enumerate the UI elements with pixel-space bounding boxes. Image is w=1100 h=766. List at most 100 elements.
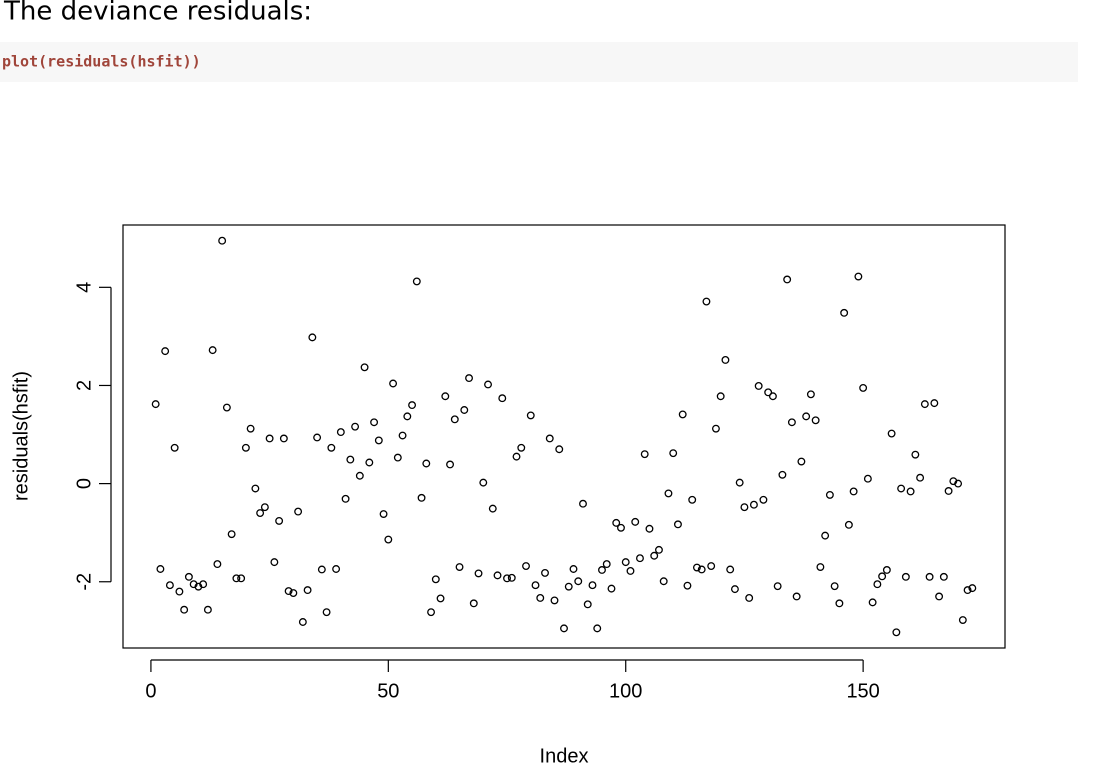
point	[844, 520, 853, 529]
y-tick-label: 0	[73, 478, 95, 489]
x-tick-label: 150	[846, 680, 879, 702]
point	[688, 495, 697, 504]
point	[640, 450, 649, 459]
point	[431, 575, 440, 584]
point	[507, 573, 516, 582]
point	[735, 478, 744, 487]
point	[275, 516, 284, 525]
point	[878, 572, 887, 581]
point	[930, 399, 939, 408]
point	[631, 517, 640, 526]
point	[579, 499, 587, 508]
point	[664, 489, 673, 498]
point	[488, 504, 497, 513]
point	[403, 412, 412, 421]
point	[711, 424, 720, 433]
point	[593, 624, 602, 633]
point	[768, 392, 777, 401]
point	[550, 596, 559, 605]
point	[716, 392, 725, 401]
point	[935, 592, 944, 601]
point	[199, 580, 208, 589]
point	[218, 236, 227, 245]
point	[598, 566, 606, 574]
point	[545, 434, 554, 443]
point	[151, 400, 160, 409]
point	[787, 418, 796, 427]
point	[284, 587, 293, 596]
point	[317, 565, 326, 574]
point	[892, 628, 901, 637]
point	[389, 379, 398, 388]
point	[417, 493, 426, 502]
section-text: The deviance residuals:	[3, 0, 312, 27]
point	[773, 582, 782, 591]
point	[522, 562, 530, 570]
point	[916, 473, 925, 482]
point	[806, 390, 815, 399]
point	[849, 487, 858, 496]
point	[659, 577, 668, 586]
point	[645, 524, 654, 533]
point	[830, 582, 839, 591]
point	[270, 558, 279, 567]
point	[588, 581, 597, 590]
y-tick-label: 2	[73, 380, 95, 391]
point	[427, 608, 436, 617]
point	[412, 277, 421, 286]
point	[450, 415, 459, 424]
point	[963, 586, 972, 595]
point	[422, 459, 431, 468]
point	[954, 479, 963, 488]
point	[759, 495, 768, 504]
point	[379, 510, 388, 518]
point	[336, 428, 345, 437]
point	[835, 599, 844, 608]
point	[873, 580, 882, 589]
point	[436, 594, 445, 603]
point	[251, 484, 260, 493]
point	[465, 374, 473, 383]
point	[745, 593, 754, 602]
point	[303, 586, 312, 595]
point	[655, 545, 663, 554]
point	[222, 403, 231, 412]
point	[541, 568, 549, 577]
point	[260, 503, 269, 512]
point	[175, 587, 184, 596]
y-axis-label: residuals(hsfit)	[10, 371, 32, 501]
point	[374, 436, 383, 445]
point	[626, 567, 635, 575]
code-text: plot(residuals(hsfit))	[2, 53, 201, 71]
point	[322, 608, 331, 617]
point	[526, 411, 535, 420]
point	[469, 599, 478, 608]
point	[232, 574, 241, 583]
point	[821, 531, 830, 540]
point	[536, 593, 545, 602]
point	[346, 455, 355, 464]
point	[859, 383, 868, 392]
point	[256, 509, 265, 518]
point	[351, 422, 360, 431]
point	[246, 424, 255, 433]
point	[241, 443, 250, 452]
point	[265, 434, 274, 443]
point	[887, 429, 896, 438]
point	[180, 605, 189, 614]
point	[692, 563, 701, 572]
point	[203, 605, 212, 614]
point	[863, 474, 872, 483]
point	[778, 470, 787, 479]
plot-box	[122, 224, 1006, 649]
point	[503, 574, 511, 583]
point	[289, 589, 298, 597]
point	[968, 584, 977, 593]
point	[479, 478, 488, 487]
point	[441, 392, 450, 401]
point	[797, 457, 806, 466]
point	[911, 450, 920, 459]
y-tick-label: 4	[73, 282, 95, 293]
